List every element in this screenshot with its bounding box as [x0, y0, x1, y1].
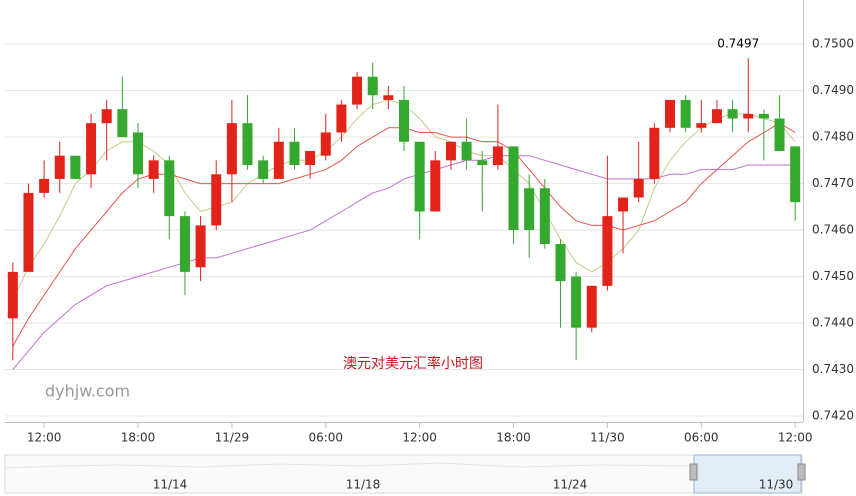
- candle-body: [367, 76, 378, 96]
- candle-body: [164, 160, 175, 217]
- candle-body: [352, 76, 363, 105]
- candle-body: [7, 271, 18, 319]
- candle-body: [758, 113, 769, 119]
- candle-body: [711, 109, 722, 124]
- candle-body: [571, 276, 582, 328]
- candle-body: [336, 104, 347, 133]
- y-tick-label: 0.7480: [812, 130, 854, 144]
- navigator-label: 11/24: [553, 478, 588, 492]
- x-tick-label: 06:00: [308, 431, 343, 445]
- candle-body: [383, 95, 394, 100]
- candle-body: [258, 160, 269, 179]
- candle-body: [727, 109, 738, 119]
- candle-body: [477, 160, 488, 165]
- candle-body: [179, 216, 190, 272]
- x-tick-label: 12:00: [27, 431, 62, 445]
- candle-body: [70, 155, 81, 179]
- candle-body: [39, 178, 50, 193]
- candle-body: [586, 285, 597, 328]
- candle-body: [633, 178, 644, 198]
- x-tick-label: 06:00: [684, 431, 719, 445]
- candle-body: [86, 123, 97, 175]
- candle-body: [117, 109, 128, 138]
- candle-body: [399, 99, 409, 142]
- plot: 0.7420 0.7430 0.7440 0.7450 0.7460 0.7470 0.74…: [5, 37, 854, 445]
- candle-body: [680, 99, 691, 128]
- candle-body: [133, 132, 143, 175]
- candle-body: [54, 155, 65, 179]
- candle-body: [289, 141, 300, 165]
- navigator-label: 11/30: [759, 478, 794, 492]
- candle-body: [539, 188, 550, 244]
- candle-body: [320, 132, 331, 156]
- y-tick-label: 0.7500: [812, 37, 854, 51]
- candle-body: [492, 146, 503, 165]
- candle-body: [226, 123, 237, 175]
- candle-body: [414, 141, 425, 212]
- y-tick-label: 0.7420: [812, 408, 854, 422]
- x-tick-label: 12:00: [778, 431, 813, 445]
- candle-body: [148, 160, 159, 179]
- moving-average-line: [12, 122, 796, 347]
- candle-body: [696, 123, 707, 128]
- navigator-handle[interactable]: [689, 463, 698, 481]
- navigator-window[interactable]: [693, 454, 802, 494]
- candle-body: [649, 127, 660, 179]
- candle-body: [305, 151, 316, 165]
- candle-body: [743, 113, 754, 119]
- candle-body: [665, 99, 675, 128]
- y-tick-label: 0.7440: [812, 316, 854, 330]
- navigator: 11/14 11/18 11/24 11/30: [4, 454, 806, 494]
- moving-average-line: [12, 155, 796, 370]
- candle-body: [602, 216, 613, 286]
- y-tick-label: 0.7430: [812, 362, 854, 376]
- candle-body: [445, 141, 456, 161]
- candle-body: [101, 109, 112, 124]
- navigator-label: 11/18: [346, 478, 381, 492]
- y-tick-label: 0.7450: [812, 269, 854, 283]
- navigator-frame: [4, 454, 803, 494]
- watermark: dyhjw.com: [45, 382, 130, 401]
- navigator-label: 11/14: [153, 478, 188, 492]
- navigator-trace: [4, 462, 695, 469]
- candle-body: [195, 225, 206, 268]
- candle-body: [461, 141, 472, 161]
- candle-body: [273, 141, 284, 179]
- x-tick-label: 11/29: [215, 431, 250, 445]
- candle-body: [23, 192, 34, 272]
- candle-body: [555, 243, 566, 282]
- x-tick-label: 12:00: [402, 431, 437, 445]
- chart-title: 澳元对美元汇率小时图: [343, 355, 483, 372]
- max-label: 0.7497: [717, 37, 759, 51]
- x-tick-label: 18:00: [121, 431, 156, 445]
- candle-body: [774, 118, 785, 152]
- navigator-handle[interactable]: [797, 463, 806, 481]
- candle-body: [211, 174, 222, 226]
- candle-body: [508, 146, 519, 231]
- y-tick-label: 0.7470: [812, 176, 854, 190]
- candle-body: [524, 188, 535, 231]
- x-tick-label: 11/30: [590, 431, 625, 445]
- candle-body: [242, 123, 253, 165]
- candle-body: [430, 160, 441, 212]
- y-tick-label: 0.7460: [812, 223, 854, 237]
- candle-body: [618, 197, 629, 212]
- y-tick-label: 0.7490: [812, 83, 854, 97]
- x-tick-label: 18:00: [496, 431, 531, 445]
- candle-body: [790, 146, 801, 203]
